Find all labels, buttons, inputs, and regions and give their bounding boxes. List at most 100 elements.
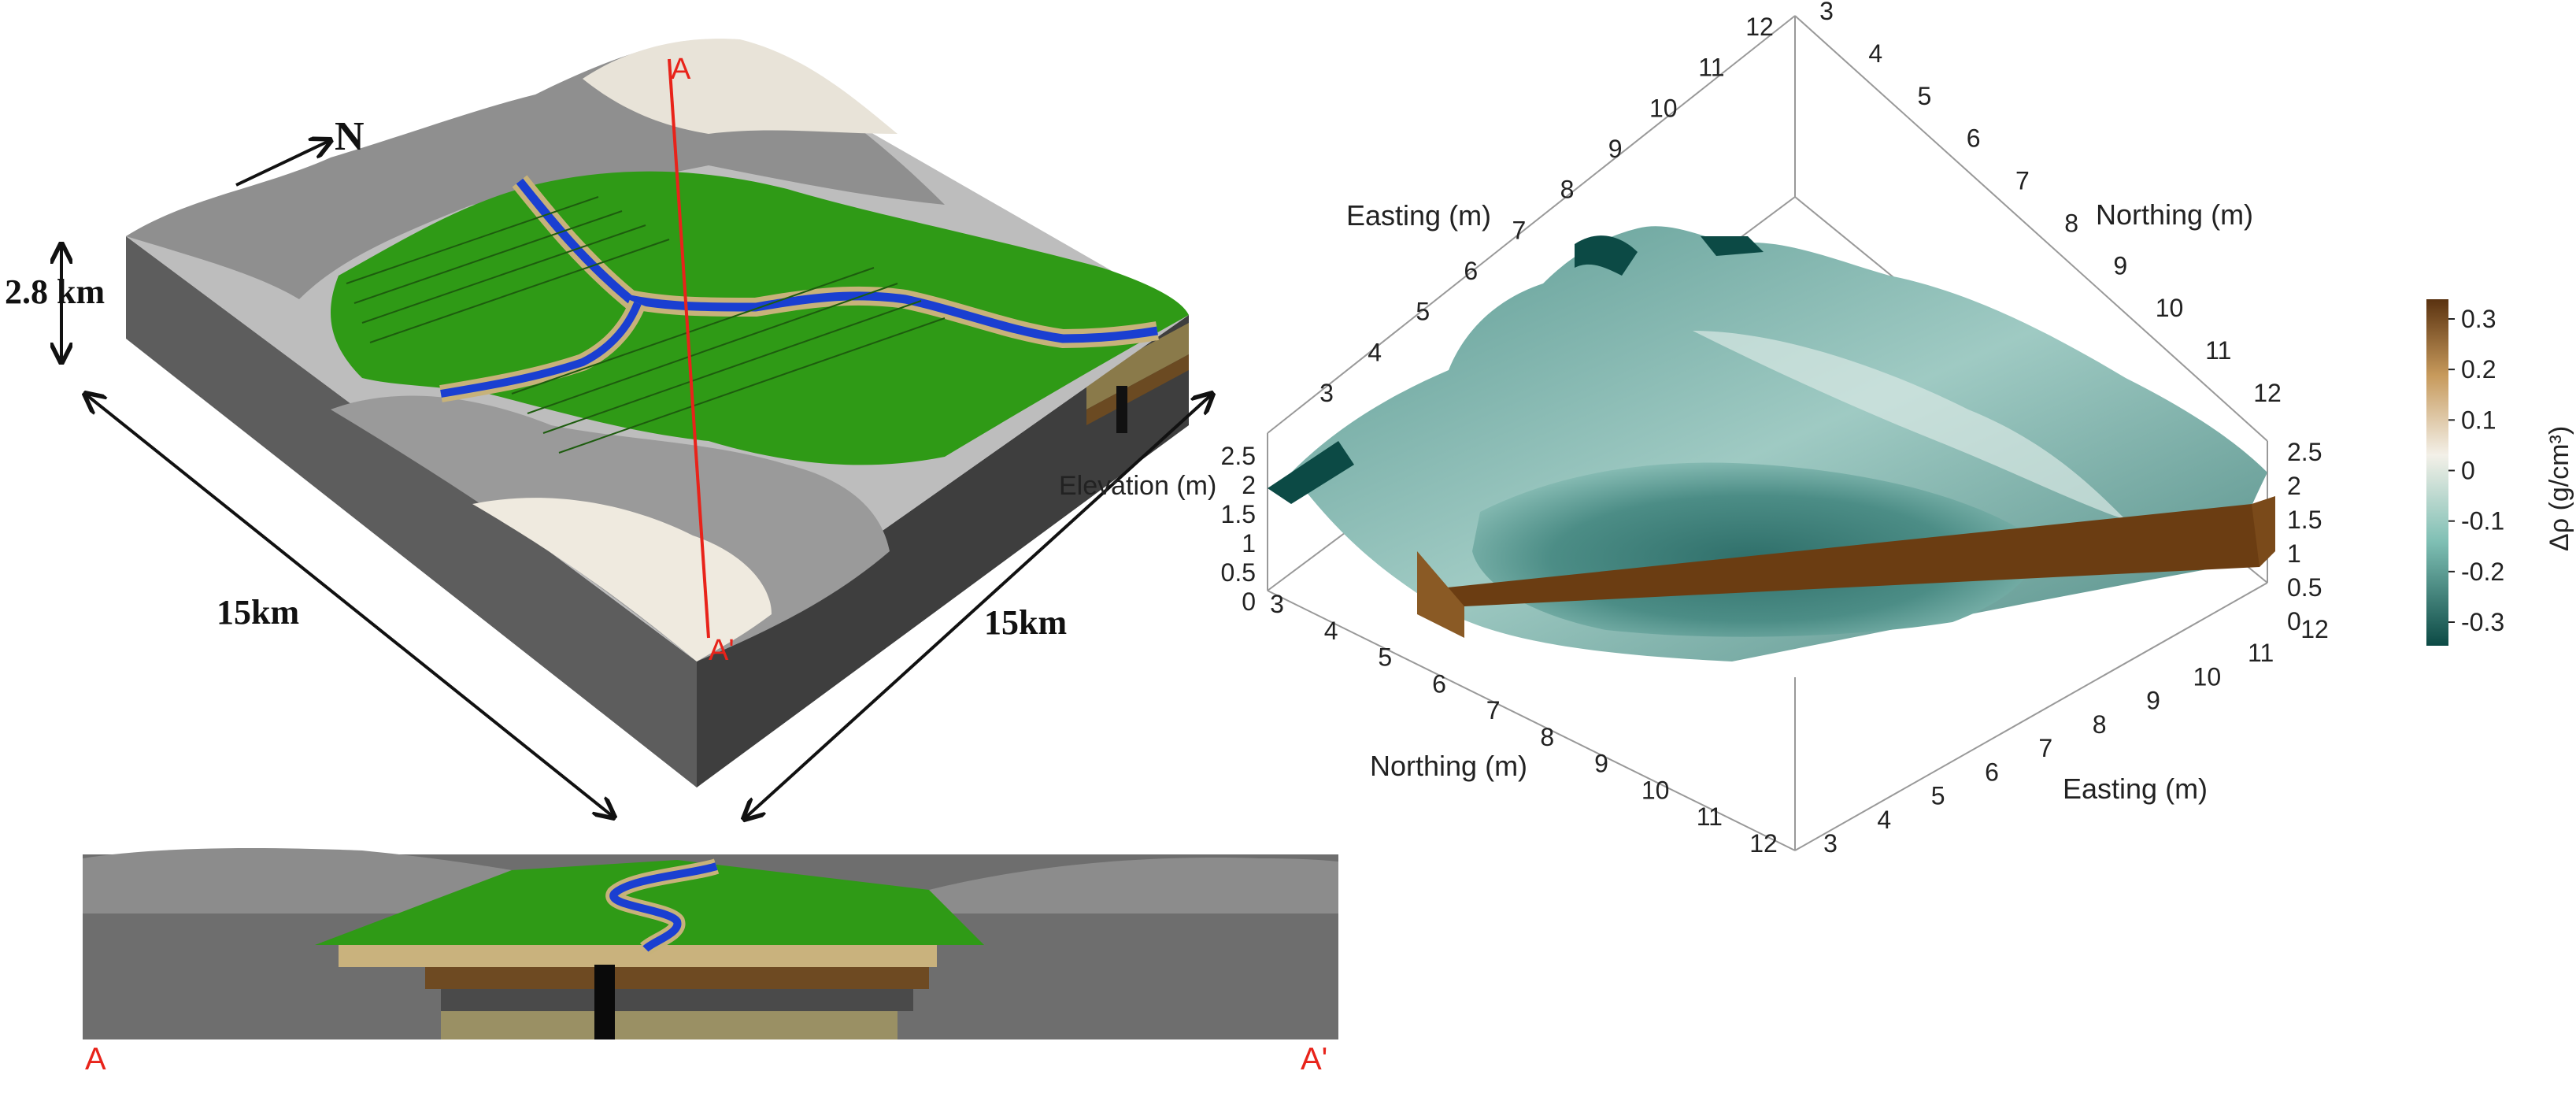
tick-label: 10	[2156, 294, 2184, 322]
tick-label: 8	[1560, 176, 1575, 204]
tick-label: 9	[2113, 251, 2127, 280]
tick-label: 8	[2064, 209, 2078, 237]
colorbar-tick-label: -0.1	[2461, 507, 2504, 535]
positive-density-slab	[1417, 504, 2267, 606]
tick-label: 6	[1985, 758, 1999, 786]
colorbar-ticks: 0.3 0.2 0.1 0 -0.1 -0.2 -0.3	[2448, 305, 2504, 636]
tick-label: 12	[1749, 829, 1778, 858]
tick-labels-elev-left: 00.511.522.5	[1221, 442, 1256, 616]
strata-layer	[1086, 323, 1189, 409]
axis-title-northing-top: Northing (m)	[2096, 198, 2253, 231]
tick-label: 9	[1608, 135, 1623, 163]
tick-label: 1.5	[1221, 500, 1256, 528]
cross-section-left-label: A	[85, 1042, 106, 1077]
tick-label: 3	[1823, 829, 1838, 858]
tick-label: 2	[1242, 471, 1256, 499]
tick-label: 9	[2146, 687, 2160, 715]
tick-labels-bottom-right: 3 4 5 6 7 8 9 10 11 12	[1823, 615, 2329, 858]
river-tributary	[440, 302, 642, 398]
tick-label: 12	[2300, 615, 2329, 643]
tick-label: 3	[1819, 0, 1834, 25]
tick-label: 6	[1967, 124, 1981, 153]
positive-density-slab-end	[2252, 496, 2275, 567]
tick-label: 0	[2287, 607, 2301, 636]
tick-label: 2.5	[1221, 442, 1256, 470]
tick-label: 1.5	[2287, 506, 2322, 534]
colorbar-tick-label: 0.3	[2461, 305, 2496, 333]
section-line	[668, 58, 710, 639]
tick-label: 6	[1464, 257, 1478, 285]
tick-label: 12	[1745, 13, 1774, 41]
tick-label: 10	[1641, 776, 1670, 804]
tick-label: 8	[2093, 710, 2107, 739]
colorbar-title: Δρ (g/cm³)	[2545, 426, 2574, 551]
cross-section-left-mountain	[83, 848, 512, 913]
river	[516, 178, 1158, 343]
tick-label: 10	[2193, 662, 2222, 691]
tick-label: 0.5	[1221, 558, 1256, 587]
tick-label: 4	[1324, 617, 1338, 645]
width-dimension-arrow-right	[744, 394, 1212, 819]
tick-label: 4	[1877, 806, 1891, 834]
axis-title-easting-bottom: Easting (m)	[2063, 773, 2208, 805]
cross-section-right-mountain	[929, 858, 1338, 913]
tick-label: 2.5	[2287, 438, 2322, 466]
section-start-label: A	[671, 53, 691, 86]
tick-label: 7	[2038, 734, 2052, 762]
north-label: N	[335, 114, 365, 159]
axis-title-northing-bottom: Northing (m)	[1370, 750, 1527, 782]
tick-label: 4	[1368, 338, 1382, 366]
width-right-label: 15km	[984, 603, 1067, 642]
well-marker	[1116, 386, 1127, 433]
tick-label: 10	[1649, 94, 1678, 122]
colorbar-tick-label: -0.2	[2461, 558, 2504, 586]
section-end-label: A'	[709, 634, 735, 667]
axis-title-elevation: Elevation (m)	[1059, 471, 1216, 501]
density-dark-edge	[1701, 236, 1764, 256]
height-label: 2.8 km	[5, 272, 105, 311]
colorbar-tick-label: 0.2	[2461, 355, 2496, 384]
tick-label: 2	[2287, 472, 2301, 500]
tick-label: 11	[1698, 54, 1724, 82]
tick-labels-top-right: 3 4 5 6 7 8 9 10 11 12	[1819, 0, 2282, 407]
tick-label: 9	[1594, 750, 1608, 778]
colorbar-gradient	[2426, 299, 2448, 646]
tick-label: 3	[1270, 590, 1284, 618]
density-ridge-light	[1693, 331, 2126, 520]
tick-labels-elev-right: 0 0.5 1 1.5 2 2.5	[2287, 438, 2322, 636]
tick-label: 1	[2287, 539, 2301, 568]
tick-labels-bottom-left: 3 4 5 6 7 8 9 10 11 12	[1270, 590, 1778, 858]
density-dark-edge	[1268, 441, 1354, 504]
tick-label: 5	[1378, 643, 1392, 672]
colorbar-tick-label: -0.3	[2461, 608, 2504, 636]
tick-label: 6	[1432, 669, 1446, 698]
density-dark-edge	[1575, 235, 1638, 276]
tick-label: 5	[1931, 782, 1945, 810]
axis-title-easting-top: Easting (m)	[1346, 199, 1491, 232]
mountain-peak	[583, 39, 898, 135]
tick-label: 7	[2015, 167, 2030, 195]
tick-label: 0	[1242, 587, 1256, 616]
cross-section-well	[594, 965, 615, 1039]
tick-label: 5	[1918, 82, 1932, 110]
cross-section-layer-brown	[425, 967, 929, 989]
positive-density-slab-side	[1417, 551, 1464, 638]
tick-label: 3	[1319, 379, 1334, 407]
tick-label: 7	[1512, 216, 1527, 244]
tick-label: 11	[2205, 336, 2231, 365]
colorbar-tick-label: 0.1	[2461, 406, 2496, 434]
tick-label: 12	[2253, 379, 2282, 407]
cross-section-river	[609, 862, 718, 952]
colorbar-tick-label: 0	[2461, 457, 2475, 485]
tick-label: 5	[1416, 298, 1430, 326]
cross-section-layer-sand	[339, 945, 937, 967]
cross-section-layer-dark	[441, 989, 913, 1011]
cross-section: A A'	[83, 848, 1338, 1077]
north-arrow-icon	[235, 140, 331, 187]
width-dimension-arrow-left	[85, 394, 614, 817]
tick-label: 8	[1540, 723, 1554, 751]
tick-label: 0.5	[2287, 573, 2322, 602]
model-block: A A' N 2.8 km 15km 15km	[5, 39, 1212, 819]
tick-label: 4	[1868, 39, 1882, 68]
